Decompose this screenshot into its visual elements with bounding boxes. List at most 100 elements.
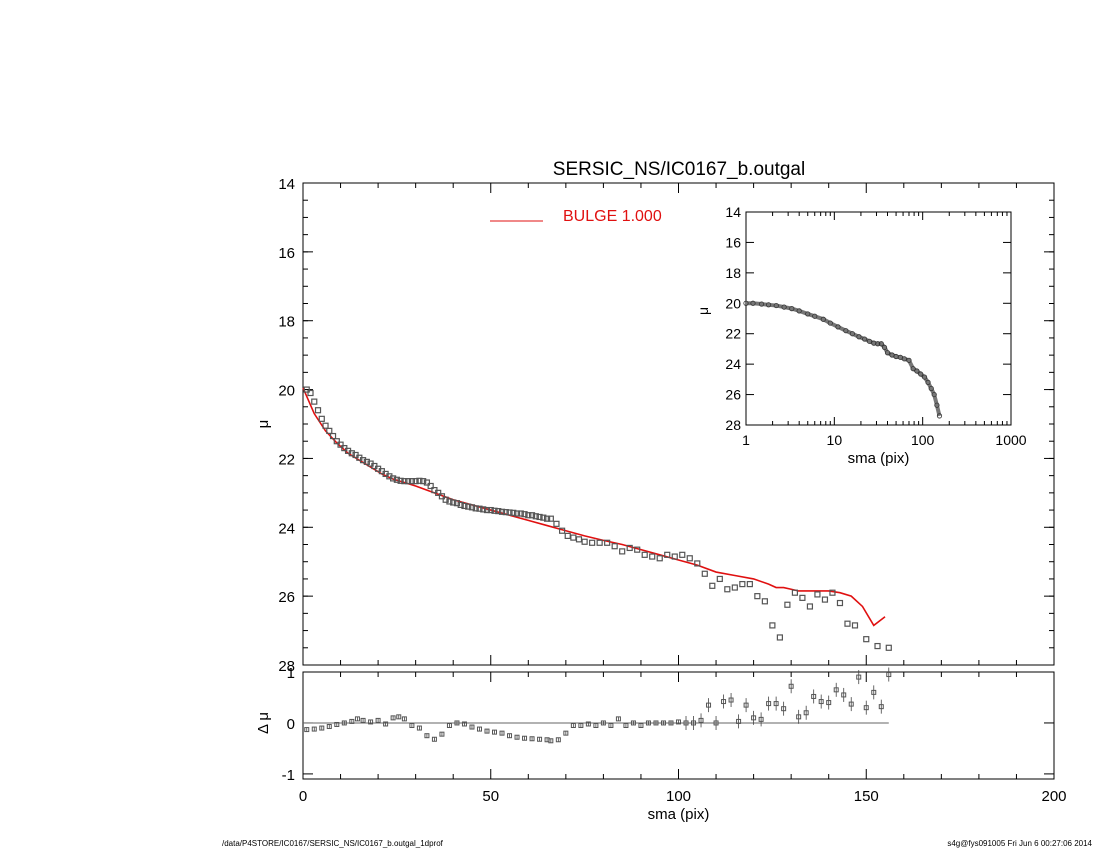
resid-data-point [713, 720, 719, 726]
y-tick-label: 28 [278, 658, 295, 675]
resid-data-point [691, 720, 697, 726]
inset-data-point [881, 344, 888, 351]
main-plot-frame [302, 182, 1055, 666]
data-point [634, 546, 641, 553]
data-point [525, 512, 532, 519]
data-point [314, 407, 322, 414]
data-point [348, 450, 355, 457]
resid-data-point [522, 735, 528, 741]
data-point [412, 478, 419, 485]
data-point [611, 543, 618, 550]
data-point [754, 593, 761, 600]
resid-data-point [360, 717, 366, 723]
data-point [326, 427, 333, 434]
data-point [547, 515, 554, 522]
data-point [709, 582, 716, 589]
data-point [776, 634, 783, 641]
data-point [435, 489, 442, 496]
resid-data-point [758, 716, 764, 722]
resid-data-point [341, 720, 347, 726]
y-tick-label: 26 [278, 589, 295, 606]
resid-data-point [630, 720, 636, 726]
data-point [337, 441, 344, 448]
resid-data-point [396, 714, 402, 720]
data-point [679, 551, 686, 558]
resid-data-point [548, 738, 554, 744]
resid-data-point [375, 717, 381, 723]
resid-data-point [446, 723, 452, 728]
inset-y-tick-label: 18 [725, 265, 741, 281]
data-point [427, 482, 434, 490]
inset-data-point [931, 391, 937, 398]
data-point [461, 502, 468, 510]
resid-data-point [781, 706, 787, 712]
data-point [480, 506, 487, 513]
data-point [746, 580, 753, 588]
inset-y-tick-label: 22 [725, 326, 741, 342]
data-point [510, 509, 517, 516]
resid-data-point [766, 701, 772, 707]
main-profile-panel: 14 16 18 20 22 24 26 28 μ BULGE 1.000 [255, 176, 1055, 675]
inset-data-point [743, 300, 749, 306]
inset-data-point [812, 313, 818, 319]
data-point [799, 594, 806, 601]
data-point [885, 644, 892, 651]
inset-data-point [906, 357, 912, 363]
inset-data-point [914, 368, 920, 374]
inset-data-point [875, 341, 881, 347]
data-point [536, 513, 543, 521]
data-point [329, 432, 337, 440]
resid-data-point [653, 720, 659, 726]
data-point [442, 496, 449, 503]
data-point [564, 532, 571, 539]
y-tick-label: 14 [278, 176, 295, 193]
data-point [468, 504, 476, 511]
y-tick-label: 18 [278, 314, 295, 331]
inset-data-point [820, 316, 826, 322]
data-point [390, 475, 397, 482]
data-point [476, 505, 483, 512]
data-point [423, 479, 431, 486]
data-point [393, 476, 400, 483]
resid-data-point [751, 715, 757, 721]
inset-x-tick-label: 1 [742, 432, 750, 448]
resid-data-point [683, 720, 689, 726]
residual-plot-frame [302, 671, 1055, 780]
resid-data-point [390, 715, 396, 721]
data-point [731, 584, 738, 591]
resid-data-point [507, 733, 513, 739]
resid-data-point [578, 723, 584, 728]
data-point [405, 478, 412, 485]
data-point [540, 514, 547, 521]
x-axis-label: sma (pix) [648, 806, 710, 823]
resid-data-point [383, 721, 389, 727]
data-point [438, 493, 446, 500]
data-point [416, 477, 423, 484]
data-point [517, 510, 524, 517]
data-point [724, 586, 731, 593]
inset-data-point [901, 356, 907, 362]
inset-data-point [805, 311, 811, 317]
resid-y-tick-label: -1 [282, 767, 295, 784]
resid-data-point [698, 717, 704, 723]
data-point [829, 589, 836, 596]
data-point [465, 503, 472, 510]
resid-x-tick-label: 100 [666, 788, 691, 805]
data-point [874, 642, 881, 650]
inset-data-point [843, 328, 849, 334]
y-tick-label: 24 [278, 520, 295, 537]
data-point [844, 620, 851, 627]
inset-data-point [861, 336, 868, 342]
resid-data-point [608, 723, 614, 728]
resid-data-point [431, 736, 437, 742]
data-point [716, 575, 723, 583]
resid-data-point [454, 720, 460, 726]
resid-data-point [773, 701, 779, 707]
inset-data-point [856, 334, 862, 340]
inset-data-point [918, 371, 924, 377]
inset-y-tick-label: 20 [725, 295, 741, 311]
inset-x-tick-label: 1000 [995, 432, 1026, 448]
resid-data-point [469, 724, 475, 730]
resid-data-point [863, 705, 869, 711]
